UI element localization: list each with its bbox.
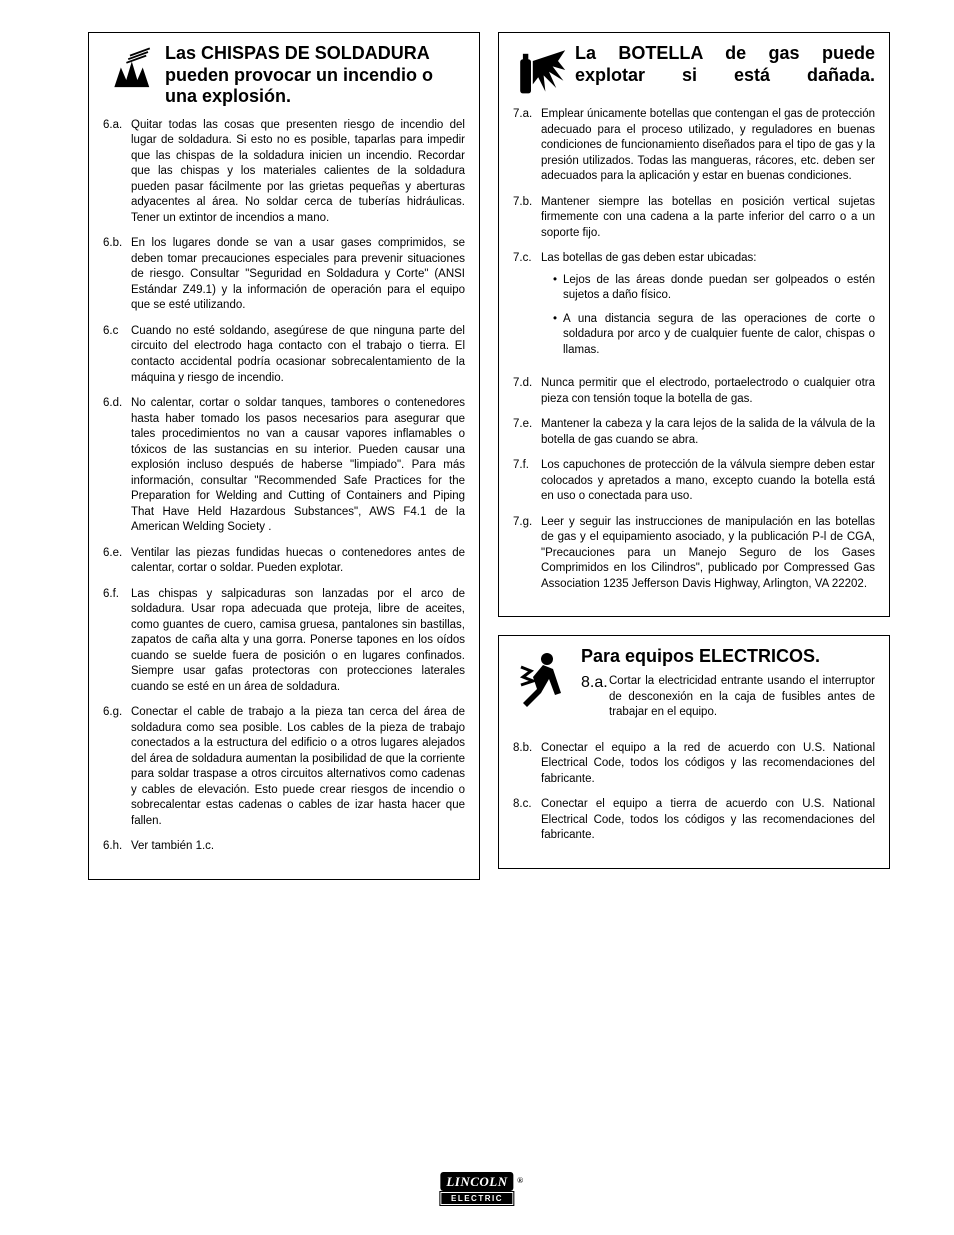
item-text: Mantener la cabeza y la cara lejos de la…: [541, 417, 875, 448]
item-label: 6.f.: [103, 587, 131, 696]
item-text: En los lugares donde se van a usar gases…: [131, 236, 465, 314]
item-text: Ver también 1.c.: [131, 839, 465, 855]
fire-explosion-icon: [103, 43, 157, 97]
list-item: 6.a.Quitar todas las cosas que presenten…: [103, 118, 465, 227]
list-item: 7.d.Nunca permitir que el electrodo, por…: [513, 376, 875, 407]
item-label: 7.d.: [513, 376, 541, 407]
item-text: Las botellas de gas deben estar ubicadas…: [541, 251, 875, 366]
list-item: 7.b.Mantener siempre las botellas en pos…: [513, 195, 875, 242]
list-item: 8.b.Conectar el equipo a la red de acuer…: [513, 741, 875, 788]
list-item: 6.f.Las chispas y salpicaduras son lanza…: [103, 587, 465, 696]
item-label: 7.g.: [513, 515, 541, 593]
list-item: 6.d.No calentar, cortar o soldar tanques…: [103, 396, 465, 536]
item-text: Cortar la electricidad entrante usando e…: [609, 674, 875, 721]
item-label: 7.e.: [513, 417, 541, 448]
item-label: 6.d.: [103, 396, 131, 536]
item-text: Quitar todas las cosas que presenten rie…: [131, 118, 465, 227]
sub-item-text: A una distancia segura de las operacione…: [563, 312, 875, 359]
bullet-icon: •: [553, 273, 563, 304]
list-item: 6.h.Ver también 1.c.: [103, 839, 465, 855]
list-item: 7.a.Emplear únicamente botellas que cont…: [513, 107, 875, 185]
item-text: No calentar, cortar o soldar tanques, ta…: [131, 396, 465, 536]
cylinder-explosion-icon: [513, 43, 567, 97]
item-text: Los capuchones de protección de la válvu…: [541, 458, 875, 505]
section-title: La BOTELLA de gas puede explotar si está…: [575, 43, 875, 86]
item-text: Nunca permitir que el electrodo, portael…: [541, 376, 875, 407]
item-label: 7.a.: [513, 107, 541, 185]
list-item: 6.cCuando no esté soldando, asegúrese de…: [103, 324, 465, 386]
item-label: 8.c.: [513, 797, 541, 844]
section-title: Las CHISPAS DE SOLDADURA pueden provocar…: [165, 43, 465, 108]
section-electrical: Para equipos ELECTRICOS. 8.a. Cortar la …: [498, 635, 890, 868]
item-label: 7.f.: [513, 458, 541, 505]
item-text: Cuando no esté soldando, asegúrese de qu…: [131, 324, 465, 386]
section-title: Para equipos ELECTRICOS.: [581, 646, 875, 668]
section-welding-sparks: Las CHISPAS DE SOLDADURA pueden provocar…: [88, 32, 480, 880]
item-label: 7.c.: [513, 251, 541, 366]
list-item: 6.g.Conectar el cable de trabajo a la pi…: [103, 705, 465, 829]
list-item: 7.e.Mantener la cabeza y la cara lejos d…: [513, 417, 875, 448]
list-item: 8.c.Conectar el equipo a tierra de acuer…: [513, 797, 875, 844]
item-text: Ventilar las piezas fundidas huecas o co…: [131, 546, 465, 577]
item-label: 6.h.: [103, 839, 131, 855]
item-label: 6.c: [103, 324, 131, 386]
item-text: Las chispas y salpicaduras son lanzadas …: [131, 587, 465, 696]
item-label: 6.a.: [103, 118, 131, 227]
item-label: 8.a.: [581, 674, 609, 721]
item-text: Leer y seguir las instrucciones de manip…: [541, 515, 875, 593]
logo-text-bottom: ELECTRIC: [440, 1192, 513, 1205]
list-item: 7.f.Los capuchones de protección de la v…: [513, 458, 875, 505]
electrical-shock-icon: [513, 646, 573, 712]
item-label: 8.b.: [513, 741, 541, 788]
item-label: 7.b.: [513, 195, 541, 242]
bullet-icon: •: [553, 312, 563, 359]
logo-text-top: LINCOLN: [446, 1174, 507, 1189]
item-label: 6.e.: [103, 546, 131, 577]
item-text: Conectar el cable de trabajo a la pieza …: [131, 705, 465, 829]
sub-item-text: Lejos de las áreas donde puedan ser golp…: [563, 273, 875, 304]
list-item: 7.c.Las botellas de gas deben estar ubic…: [513, 251, 875, 366]
list-item: 8.a. Cortar la electricidad entrante usa…: [581, 674, 875, 721]
item-label: 6.b.: [103, 236, 131, 314]
item-label: 6.g.: [103, 705, 131, 829]
item-text: Conectar el equipo a la red de acuerdo c…: [541, 741, 875, 788]
sub-list-item: •Lejos de las áreas donde puedan ser gol…: [553, 273, 875, 304]
item-text: Emplear únicamente botellas que contenga…: [541, 107, 875, 185]
item-text: Conectar el equipo a tierra de acuerdo c…: [541, 797, 875, 844]
item-text: Mantener siempre las botellas en posició…: [541, 195, 875, 242]
lincoln-electric-logo: LINCOLN® ELECTRIC: [440, 1172, 513, 1205]
section-gas-cylinder: La BOTELLA de gas puede explotar si está…: [498, 32, 890, 617]
list-item: 6.b.En los lugares donde se van a usar g…: [103, 236, 465, 314]
list-item: 6.e.Ventilar las piezas fundidas huecas …: [103, 546, 465, 577]
sub-list-item: •A una distancia segura de las operacion…: [553, 312, 875, 359]
list-item: 7.g.Leer y seguir las instrucciones de m…: [513, 515, 875, 593]
